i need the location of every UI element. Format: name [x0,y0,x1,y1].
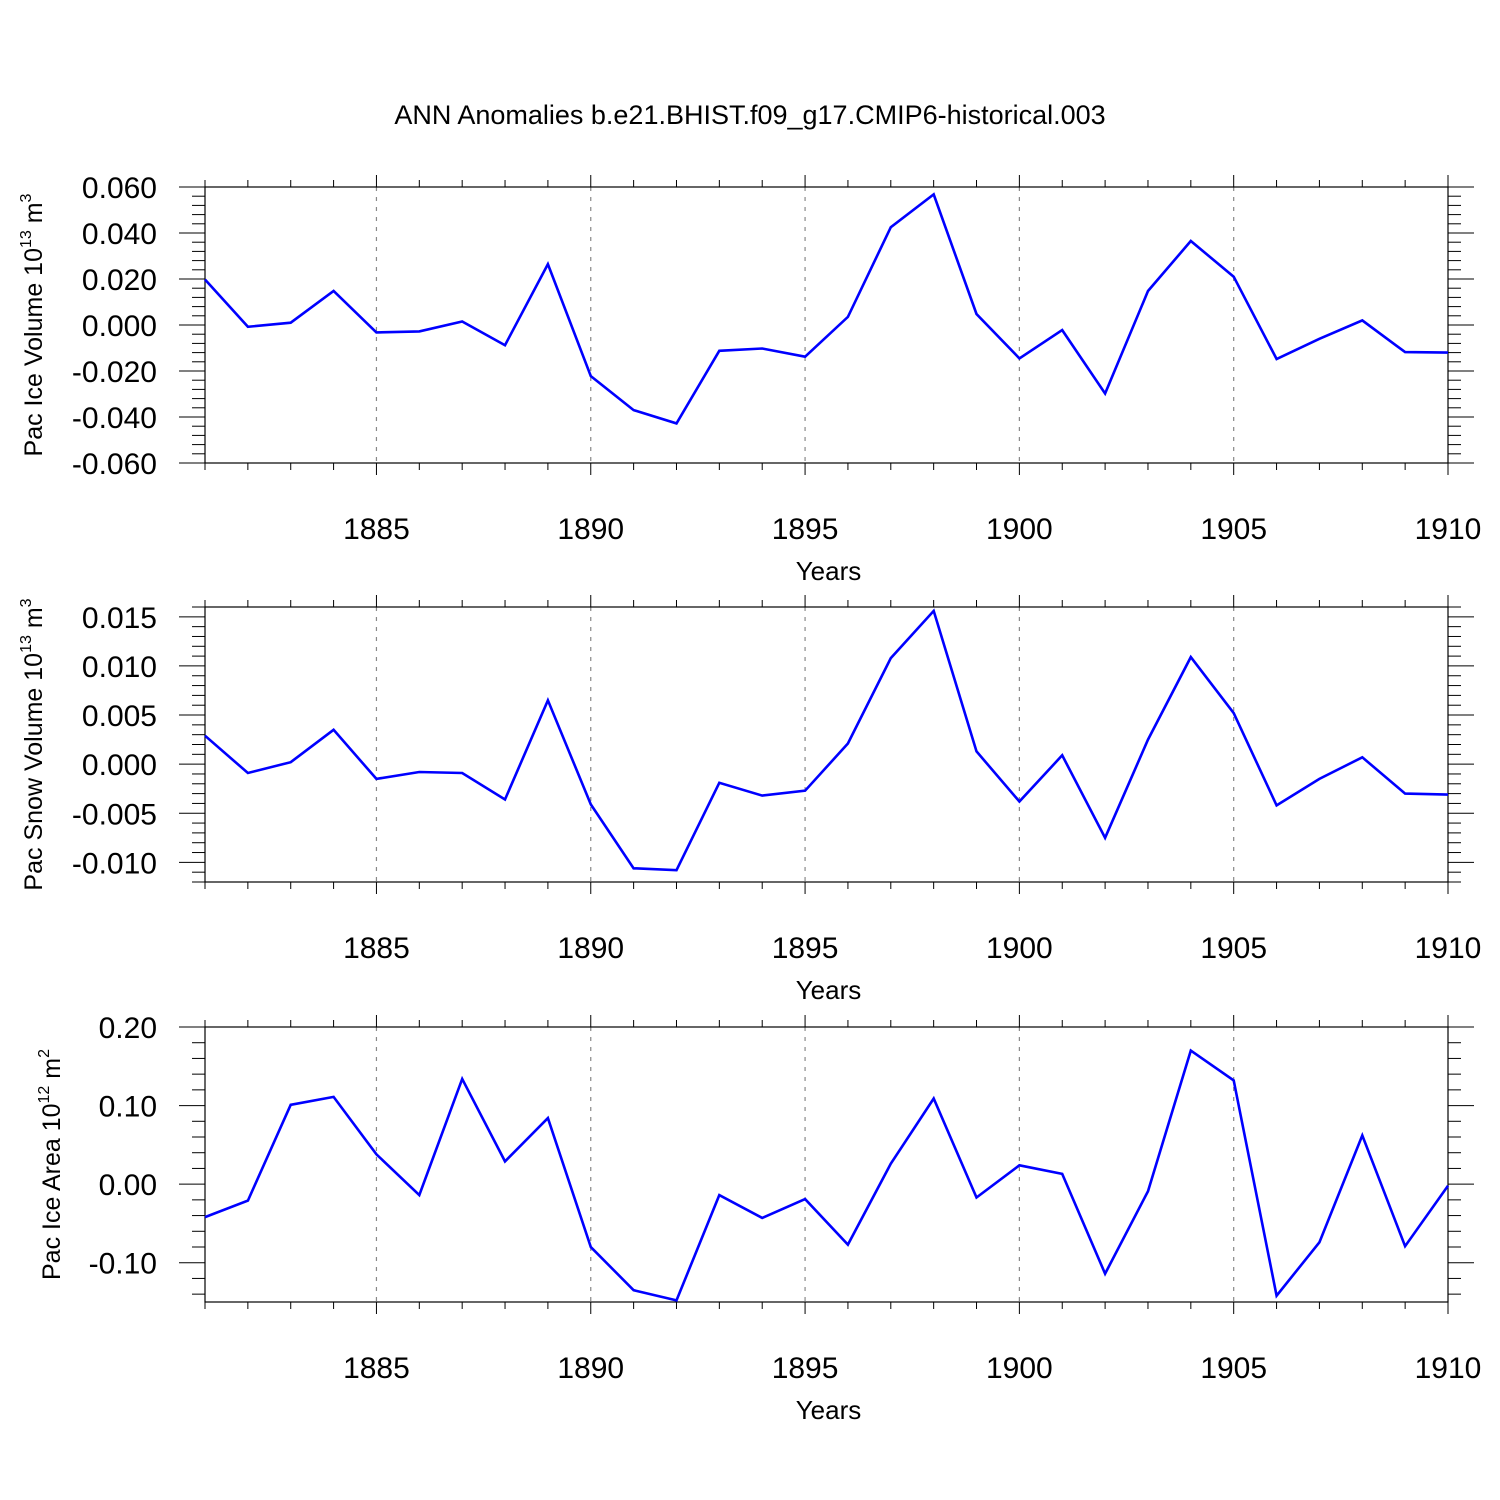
x-tick-label: 1885 [343,513,410,546]
y-axis-label-part: m [20,607,48,635]
x-tick-label: 1895 [772,932,839,965]
x-tick-label: 1890 [557,513,624,546]
y-axis-label: Pac Ice Area 1012 m2 [36,1049,66,1280]
panels: 1885 1890 1895 1900 1905 1910 Years -0.060 -0.04… [18,172,1481,1425]
y-axis-label: Pac Snow Volume 1013 m3 [18,598,48,890]
y-tick-label: 0.060 [82,172,157,205]
x-tick-label: 1910 [1415,1352,1482,1385]
y-tick-label: 0.10 [99,1091,157,1124]
y-tick-label: 0.00 [99,1169,157,1202]
x-tick-label: 1890 [557,1352,624,1385]
x-axis-label: Years [796,556,862,586]
y-tick-label: -0.020 [72,356,157,389]
chart-panel-1: 1885 1890 1895 1900 1905 1910 Years -0.060 -0.04… [18,172,1481,586]
y-axis-label-superscript: 2 [36,1049,53,1058]
y-axis-label-part: m [20,202,48,230]
figure-title: ANN Anomalies b.e21.BHIST.f09_g17.CMIP6-… [394,100,1105,130]
x-tick-label: 1885 [343,932,410,965]
y-axis-label-part: m [38,1058,66,1086]
y-tick-label: -0.10 [89,1248,157,1281]
x-tick-label: 1885 [343,1352,410,1385]
y-axis-label-superscript: 12 [36,1086,53,1104]
y-tick-label: 0.005 [82,700,157,733]
x-axis-label: Years [796,1395,862,1425]
x-tick-label: 1905 [1200,513,1267,546]
y-axis-label: Pac Ice Volume 1013 m3 [18,193,48,456]
y-axis-label-superscript: 3 [18,598,35,607]
x-tick-label: 1910 [1415,932,1482,965]
y-tick-label: 0.010 [82,651,157,684]
x-tick-label: 1905 [1200,1352,1267,1385]
x-tick-label: 1900 [986,513,1053,546]
y-axis-label-superscript: 3 [18,193,35,202]
plot-frame [204,1026,1449,1303]
x-tick-label: 1900 [986,1352,1053,1385]
x-tick-label: 1895 [772,513,839,546]
series-line [204,1048,1450,1302]
y-axis-label-superscript: 13 [18,230,35,248]
x-tick-label: 1910 [1415,513,1482,546]
y-tick-label: 0.040 [82,218,157,251]
y-tick-label: -0.040 [72,402,157,435]
x-axis-label: Years [796,975,862,1005]
y-tick-label: 0.000 [82,310,157,343]
y-tick-label: 0.015 [82,602,157,635]
y-tick-label: 0.020 [82,264,157,297]
series-line [204,192,1449,425]
chart-panel-3: 1885 1890 1895 1900 1905 1910 Years -0.10 0.00 0.… [36,1012,1481,1425]
x-tick-label: 1905 [1200,932,1267,965]
y-axis-label-superscript: 13 [18,635,35,653]
y-tick-label: -0.060 [72,448,157,481]
x-tick-label: 1890 [557,932,624,965]
chart-panel-2: 1885 1890 1895 1900 1905 1910 Years -0.010 -0.00… [18,595,1481,1005]
y-axis-label-part: Pac Snow Volume 10 [20,653,48,891]
y-tick-label: 0.000 [82,749,157,782]
y-axis-label-part: Pac Ice Area 10 [38,1103,66,1280]
x-tick-label: 1895 [772,1352,839,1385]
x-tick-label: 1900 [986,932,1053,965]
series-line [204,608,1449,872]
y-axis-label-part: Pac Ice Volume 10 [20,248,48,456]
y-tick-label: -0.005 [72,798,157,831]
y-tick-label: 0.20 [99,1012,157,1045]
y-tick-label: -0.010 [72,847,157,880]
